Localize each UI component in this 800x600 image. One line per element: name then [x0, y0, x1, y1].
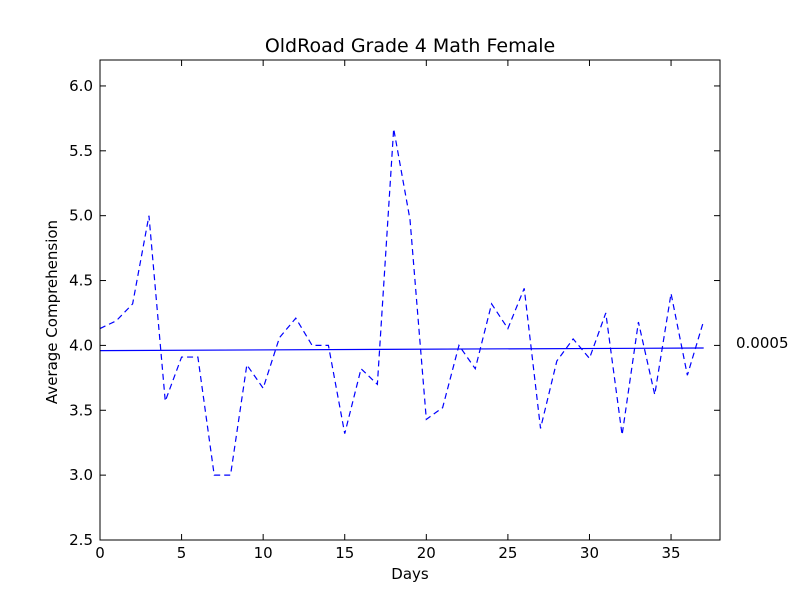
y-axis-label: Average Comprehension — [43, 220, 61, 404]
chart-title: OldRoad Grade 4 Math Female — [265, 35, 555, 57]
x-tick-label: 25 — [498, 544, 517, 562]
x-axis-label: Days — [391, 565, 429, 583]
x-tick-label: 5 — [177, 544, 187, 562]
y-tick-label: 5.5 — [69, 142, 93, 160]
x-tick-label: 35 — [662, 544, 681, 562]
ticks-layer: 0 5 10 15 20 25 30 35 2.5 3.0 3.5 4.0 4.5 5.0 5.5 6.0 — [69, 60, 720, 562]
y-tick-label: 3.0 — [69, 466, 93, 484]
slope-annotation: 0.0005 — [736, 334, 789, 352]
series-layer — [99, 128, 705, 476]
y-tick-label: 5.0 — [69, 207, 93, 225]
y-tick-label: 6.0 — [69, 77, 93, 95]
daily-average-line — [99, 128, 705, 476]
x-tick-label: 30 — [580, 544, 599, 562]
x-tick-label: 20 — [417, 544, 436, 562]
x-tick-label: 15 — [335, 544, 354, 562]
plot-frame — [99, 59, 721, 541]
y-tick-label: 4.0 — [69, 336, 93, 354]
y-tick-label: 3.5 — [69, 401, 93, 419]
y-tick-label: 2.5 — [69, 531, 93, 549]
y-tick-label: 4.5 — [69, 272, 93, 290]
x-tick-label: 0 — [95, 544, 105, 562]
trend-line — [99, 347, 704, 352]
x-tick-label: 10 — [254, 544, 273, 562]
